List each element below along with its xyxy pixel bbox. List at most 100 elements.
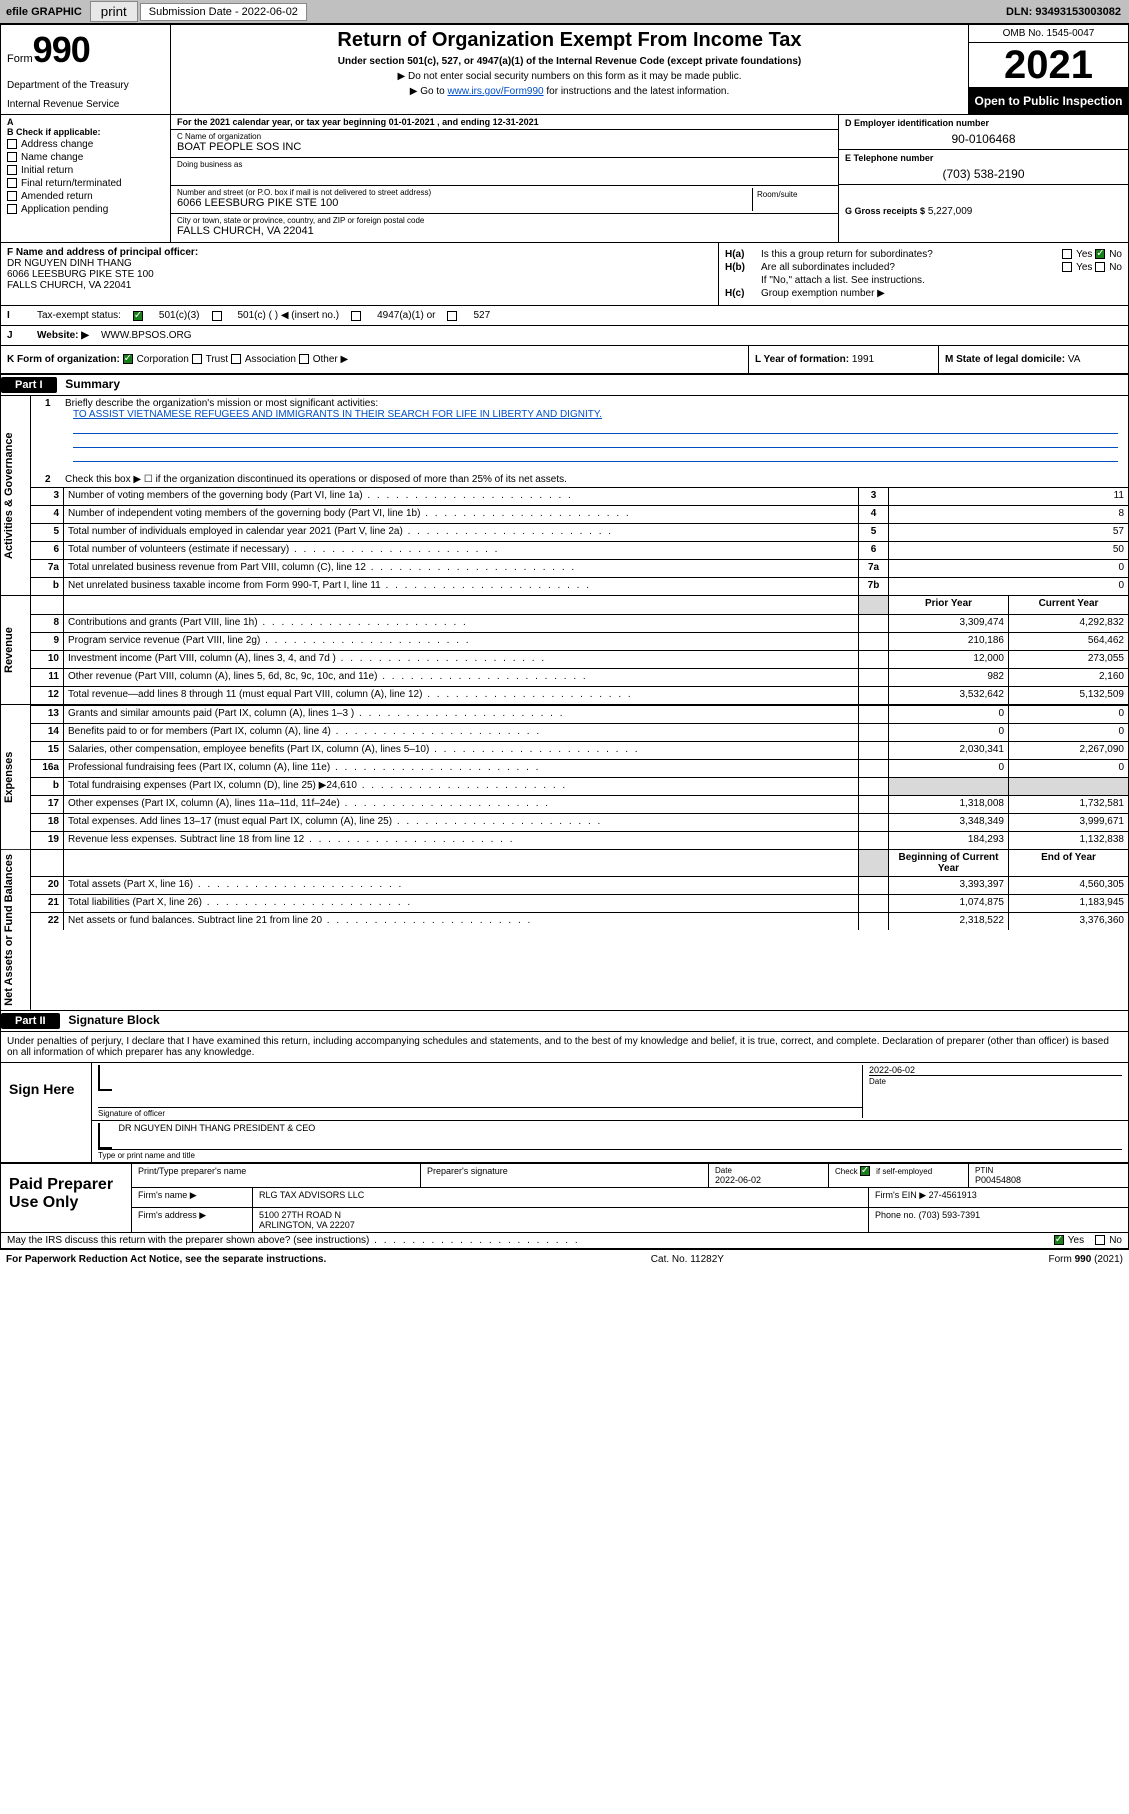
- row-desc: Contributions and grants (Part VIII, lin…: [63, 615, 858, 632]
- row-spacer: [858, 742, 888, 759]
- sig-date-label: Date: [869, 1077, 886, 1086]
- tax-year-line: For the 2021 calendar year, or tax year …: [171, 115, 838, 130]
- hb-yes-chk[interactable]: [1062, 262, 1072, 272]
- row-num: 18: [31, 814, 63, 831]
- ha-yes-chk[interactable]: [1062, 249, 1072, 259]
- chk-527[interactable]: [447, 311, 457, 321]
- q2-block: 2Check this box ▶ ☐ if the organization …: [31, 464, 1128, 487]
- row-num: 3: [31, 488, 63, 505]
- goto-pre: Go to: [420, 86, 447, 97]
- self-emp-cell: Check if self-employed: [828, 1164, 968, 1187]
- discuss-no-chk[interactable]: [1095, 1235, 1105, 1245]
- city-cell: City or town, state or province, country…: [171, 214, 838, 242]
- chk-name-change[interactable]: Name change: [7, 152, 164, 163]
- row-val: 50: [888, 542, 1128, 559]
- prep-date: 2022-06-02: [715, 1175, 822, 1185]
- form-990: Form990 Department of the Treasury Inter…: [0, 24, 1129, 1250]
- gross-value: 5,227,009: [928, 206, 973, 217]
- discuss-yes-chk[interactable]: [1054, 1235, 1064, 1245]
- na-header: Beginning of Current Year End of Year: [31, 850, 1128, 876]
- ag-row: 3 Number of voting members of the govern…: [31, 487, 1128, 505]
- firm-addr2: ARLINGTON, VA 22207: [259, 1220, 862, 1230]
- signature-block: Under penalties of perjury, I declare th…: [1, 1032, 1128, 1249]
- sig-declaration: Under penalties of perjury, I declare th…: [1, 1032, 1128, 1063]
- mission-text: TO ASSIST VIETNAMESE REFUGEES AND IMMIGR…: [73, 409, 1118, 420]
- discuss-yes: Yes: [1068, 1235, 1084, 1246]
- submission-date: Submission Date - 2022-06-02: [140, 3, 307, 21]
- row-desc: Total number of volunteers (estimate if …: [63, 542, 858, 559]
- row-num: 10: [31, 651, 63, 668]
- row-box: 4: [858, 506, 888, 523]
- chk-application-pending[interactable]: Application pending: [7, 204, 164, 215]
- row-prior: 1,074,875: [888, 895, 1008, 912]
- section-f-h: F Name and address of principal officer:…: [1, 243, 1128, 306]
- officer-label: F Name and address of principal officer:: [7, 247, 712, 258]
- firm-name: RLG TAX ADVISORS LLC: [252, 1188, 868, 1207]
- hb-yn: Yes No: [1062, 262, 1122, 273]
- row-prior: 0: [888, 706, 1008, 723]
- l-value: 1991: [852, 354, 874, 365]
- vlabel-na: Net Assets or Fund Balances: [1, 850, 31, 1010]
- opt-4947: 4947(a)(1) or: [377, 310, 435, 321]
- hb-no-chk[interactable]: [1095, 262, 1105, 272]
- header-left: Form990 Department of the Treasury Inter…: [1, 25, 171, 114]
- irs-gov-link[interactable]: www.irs.gov/Form990: [447, 86, 543, 97]
- row-desc: Other revenue (Part VIII, column (A), li…: [63, 669, 858, 686]
- chk-trust[interactable]: [192, 354, 202, 364]
- chk-self-employed[interactable]: [860, 1166, 870, 1176]
- chk-other[interactable]: [299, 354, 309, 364]
- gross-cell: G Gross receipts $ 5,227,009: [839, 185, 1128, 242]
- m-cell: M State of legal domicile: VA: [938, 346, 1128, 373]
- part2-header-row: Part II Signature Block: [1, 1011, 1128, 1032]
- ptin-cell: PTIN P00454808: [968, 1164, 1128, 1187]
- chk-4947[interactable]: [351, 311, 361, 321]
- row-desc: Program service revenue (Part VIII, line…: [63, 633, 858, 650]
- paid-row3: Firm's address ▶ 5100 27TH ROAD N ARLING…: [132, 1208, 1128, 1232]
- opt-assoc: Association: [245, 354, 296, 365]
- row-desc: Investment income (Part VIII, column (A)…: [63, 651, 858, 668]
- chk-corp[interactable]: [123, 354, 133, 364]
- i-label: Tax-exempt status:: [37, 310, 121, 321]
- ha-no-chk[interactable]: [1095, 249, 1105, 259]
- row-desc: Net assets or fund balances. Subtract li…: [63, 913, 858, 930]
- chk-501c[interactable]: [212, 311, 222, 321]
- org-name: BOAT PEOPLE SOS INC: [177, 141, 832, 153]
- form-header: Form990 Department of the Treasury Inter…: [1, 25, 1128, 115]
- firm-ein-cell: Firm's EIN ▶ 27-4561913: [868, 1188, 1128, 1207]
- row-desc: Revenue less expenses. Subtract line 18 …: [63, 832, 858, 849]
- chk-final-return[interactable]: Final return/terminated: [7, 178, 164, 189]
- row-box: 7b: [858, 578, 888, 595]
- omb-number: OMB No. 1545-0047: [969, 25, 1128, 43]
- row-spacer: [858, 669, 888, 686]
- address-cell: Number and street (or P.O. box if mail i…: [171, 186, 838, 214]
- data-row: b Total fundraising expenses (Part IX, c…: [31, 777, 1128, 795]
- row-desc: Grants and similar amounts paid (Part IX…: [63, 706, 858, 723]
- chk-initial-return[interactable]: Initial return: [7, 165, 164, 176]
- chk-address-change[interactable]: Address change: [7, 139, 164, 150]
- mission-block: 1Briefly describe the organization's mis…: [31, 396, 1128, 464]
- ha-label: Is this a group return for subordinates?: [761, 249, 933, 260]
- ag-row: 6 Total number of volunteers (estimate i…: [31, 541, 1128, 559]
- print-button[interactable]: print: [90, 1, 138, 22]
- row-desc: Net unrelated business taxable income fr…: [63, 578, 858, 595]
- chk-amended-return[interactable]: Amended return: [7, 191, 164, 202]
- prep-date-label: Date: [715, 1166, 822, 1175]
- row-num: 22: [31, 913, 63, 930]
- row-spacer: [858, 895, 888, 912]
- row-prior: 982: [888, 669, 1008, 686]
- row-desc: Total fundraising expenses (Part IX, col…: [63, 778, 858, 795]
- chk-assoc[interactable]: [231, 354, 241, 364]
- city-label: City or town, state or province, country…: [177, 216, 832, 225]
- row-num: 11: [31, 669, 63, 686]
- row-curr: 1,132,838: [1008, 832, 1128, 849]
- row-desc: Total number of individuals employed in …: [63, 524, 858, 541]
- l-label: L Year of formation:: [755, 354, 849, 365]
- row-val: 8: [888, 506, 1128, 523]
- chk-501c3[interactable]: [133, 311, 143, 321]
- row-desc: Total assets (Part X, line 16): [63, 877, 858, 894]
- row-desc: Number of voting members of the governin…: [63, 488, 858, 505]
- firm-addr: 5100 27TH ROAD N ARLINGTON, VA 22207: [252, 1208, 868, 1232]
- paid-content: Print/Type preparer's name Preparer's si…: [131, 1164, 1128, 1232]
- row-prior: 3,393,397: [888, 877, 1008, 894]
- phone-value: (703) 538-2190: [845, 163, 1122, 181]
